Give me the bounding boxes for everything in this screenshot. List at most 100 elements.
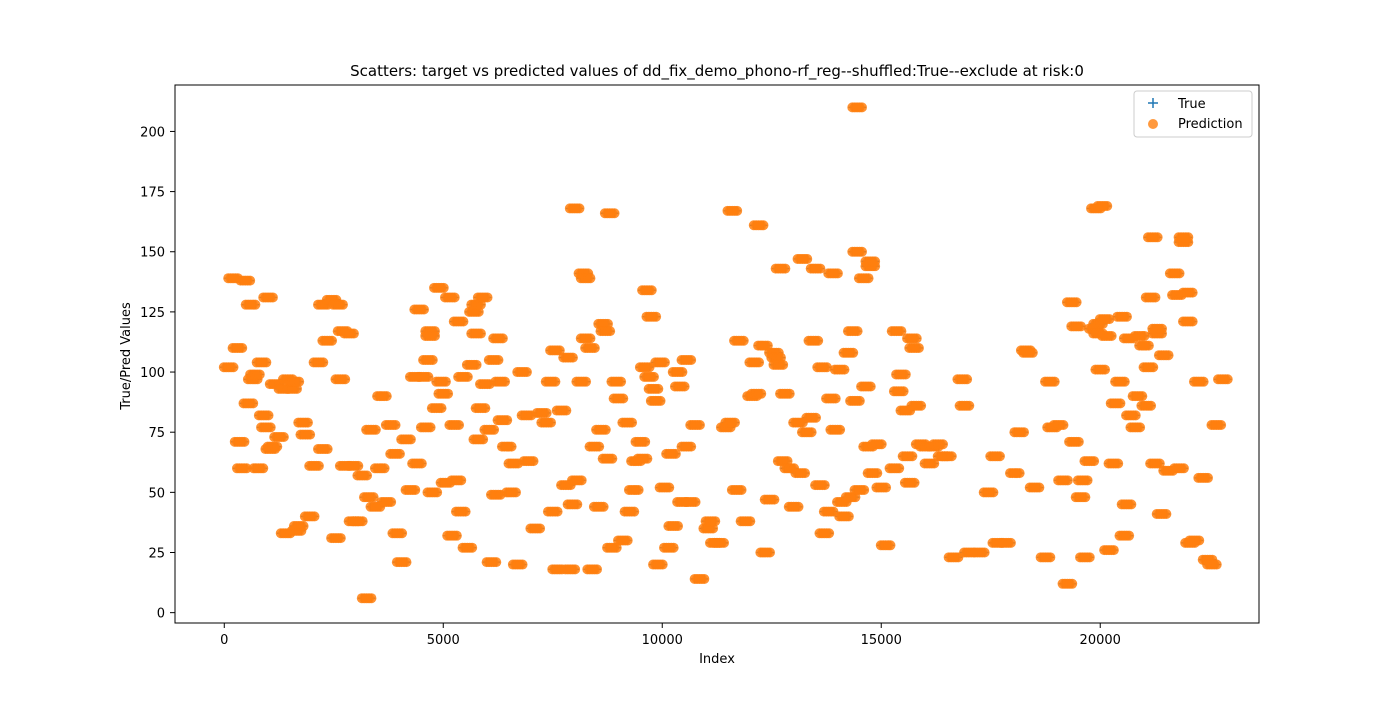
prediction-point bbox=[245, 275, 256, 286]
prediction-point bbox=[1130, 410, 1141, 421]
prediction-point bbox=[758, 220, 769, 231]
prediction-point bbox=[449, 292, 460, 303]
prediction-point bbox=[1005, 537, 1016, 548]
prediction-point bbox=[876, 439, 887, 450]
prediction-point bbox=[263, 410, 274, 421]
prediction-point bbox=[852, 326, 863, 337]
prediction-point bbox=[859, 484, 870, 495]
prediction-point bbox=[357, 516, 368, 527]
prediction-point bbox=[261, 357, 272, 368]
prediction-point bbox=[302, 417, 313, 428]
prediction-point bbox=[460, 506, 471, 517]
prediction-point bbox=[813, 335, 824, 346]
prediction-point bbox=[673, 521, 684, 532]
prediction-point bbox=[1045, 552, 1056, 563]
prediction-point bbox=[657, 559, 668, 570]
prediction-point bbox=[646, 285, 657, 296]
prediction-point bbox=[497, 333, 508, 344]
y-tick-label: 125 bbox=[140, 306, 165, 321]
prediction-point bbox=[843, 511, 854, 522]
prediction-point bbox=[318, 357, 329, 368]
y-tick-label: 75 bbox=[148, 426, 165, 441]
prediction-point bbox=[478, 434, 489, 445]
prediction-point bbox=[1163, 350, 1174, 361]
prediction-point bbox=[258, 463, 269, 474]
prediction-point bbox=[1019, 427, 1030, 438]
prediction-point bbox=[732, 205, 743, 216]
prediction-point bbox=[381, 391, 392, 402]
y-tick-label: 150 bbox=[140, 246, 165, 261]
prediction-point bbox=[832, 268, 843, 279]
prediction-point bbox=[900, 369, 911, 380]
prediction-point bbox=[1121, 311, 1132, 322]
prediction-point bbox=[1146, 400, 1157, 411]
prediction-point bbox=[1161, 509, 1172, 520]
prediction-point bbox=[627, 417, 638, 428]
prediction-point bbox=[581, 376, 592, 387]
prediction-point bbox=[322, 444, 333, 455]
prediction-point bbox=[856, 102, 867, 113]
prediction-point bbox=[819, 480, 830, 491]
x-tick-label: 0 bbox=[220, 633, 228, 648]
prediction-point bbox=[778, 359, 789, 370]
prediction-point bbox=[416, 458, 427, 469]
x-tick-label: 10000 bbox=[642, 633, 683, 648]
prediction-point bbox=[655, 395, 666, 406]
prediction-point bbox=[309, 511, 320, 522]
prediction-point bbox=[677, 367, 688, 378]
prediction-point bbox=[988, 487, 999, 498]
prediction-point bbox=[572, 499, 583, 510]
prediction-point bbox=[907, 451, 918, 462]
prediction-point bbox=[401, 557, 412, 568]
prediction-point bbox=[1034, 482, 1045, 493]
prediction-point bbox=[248, 398, 259, 409]
y-tick-label: 175 bbox=[140, 186, 165, 201]
prediction-point bbox=[438, 282, 449, 293]
prediction-point bbox=[1073, 436, 1084, 447]
prediction-point bbox=[1075, 321, 1086, 332]
prediction-point bbox=[629, 506, 640, 517]
prediction-point bbox=[640, 436, 651, 447]
prediction-point bbox=[1143, 340, 1154, 351]
prediction-point bbox=[821, 362, 832, 373]
prediction-point bbox=[337, 299, 348, 310]
prediction-point bbox=[493, 355, 504, 366]
prediction-point bbox=[517, 559, 528, 570]
prediction-point bbox=[454, 419, 465, 430]
prediction-point bbox=[1150, 292, 1161, 303]
prediction-point bbox=[729, 417, 740, 428]
prediction-point bbox=[618, 393, 629, 404]
prediction-point bbox=[1100, 364, 1111, 375]
prediction-point bbox=[865, 381, 876, 392]
prediction-point bbox=[368, 492, 379, 503]
prediction-point bbox=[764, 547, 775, 558]
prediction-point bbox=[405, 434, 416, 445]
prediction-point bbox=[946, 451, 957, 462]
legend-true-label: True bbox=[1177, 97, 1206, 112]
prediction-point bbox=[1178, 463, 1189, 474]
prediction-point bbox=[896, 326, 907, 337]
prediction-point bbox=[1148, 362, 1159, 373]
prediction-point bbox=[1082, 475, 1093, 486]
prediction-point bbox=[609, 208, 620, 219]
prediction-point bbox=[839, 364, 850, 375]
prediction-point bbox=[348, 328, 359, 339]
legend-prediction-label: Prediction bbox=[1178, 117, 1243, 132]
prediction-point bbox=[686, 441, 697, 452]
prediction-point bbox=[916, 400, 927, 411]
prediction-point bbox=[1152, 232, 1163, 243]
prediction-point bbox=[600, 424, 611, 435]
prediction-point bbox=[1194, 535, 1205, 546]
prediction-point bbox=[1187, 316, 1198, 327]
prediction-point bbox=[550, 376, 561, 387]
prediction-point bbox=[591, 564, 602, 575]
prediction-point bbox=[1108, 545, 1119, 556]
prediction-point bbox=[340, 374, 351, 385]
prediction-point bbox=[1156, 323, 1167, 334]
x-tick-label: 15000 bbox=[861, 633, 902, 648]
prediction-point bbox=[913, 342, 924, 353]
prediction-point bbox=[410, 484, 421, 495]
prediction-point bbox=[848, 347, 859, 358]
prediction-point bbox=[432, 487, 443, 498]
